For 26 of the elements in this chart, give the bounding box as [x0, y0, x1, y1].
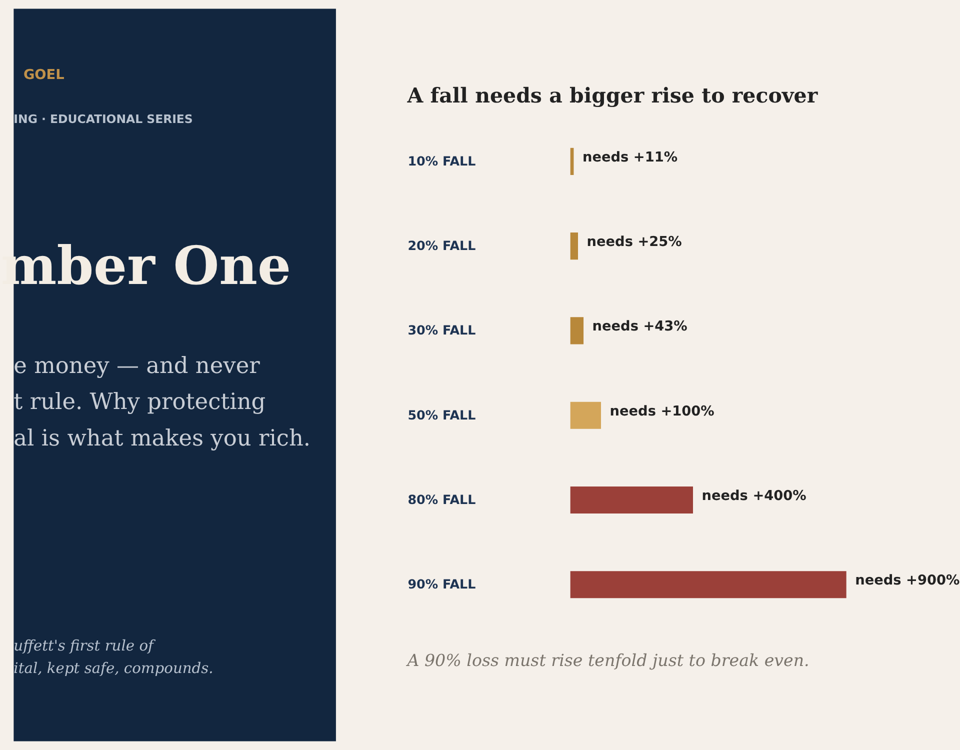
- bar: [570, 402, 601, 429]
- data-label: needs +25%: [586, 234, 682, 250]
- y-tick-label: 10% FALL: [408, 153, 476, 168]
- text: t rule. Why protecting: [14, 389, 266, 416]
- text: al is what makes you rich.: [14, 425, 311, 452]
- text: ING · EDUCATIONAL SERIES: [14, 112, 193, 126]
- y-tick-label: 50% FALL: [408, 407, 476, 422]
- data-label: needs +400%: [702, 488, 807, 504]
- text: e money — and never: [14, 353, 260, 380]
- bar: [570, 232, 578, 260]
- bar: [570, 571, 846, 598]
- chart-title: A fall needs a bigger rise to recover: [406, 84, 819, 108]
- text: A 90% loss must rise tenfold just to break even.: [405, 651, 810, 670]
- y-tick-label: 30% FALL: [408, 322, 476, 338]
- text: uffett's first rule of: [14, 637, 156, 654]
- data-label: needs +11%: [582, 149, 678, 166]
- y-tick-label: 80% FALL: [408, 492, 476, 507]
- y-tick-label: 90% FALL: [408, 576, 476, 592]
- text: ital, kept safe, compounds.: [14, 660, 214, 677]
- data-label: needs +43%: [592, 318, 688, 335]
- bar: [570, 317, 584, 344]
- bar: [570, 486, 693, 514]
- y-tick-label: 20% FALL: [408, 238, 476, 253]
- data-label: needs +100%: [610, 403, 715, 420]
- data-label: needs +900%: [855, 572, 960, 589]
- text: GOEL: [23, 67, 65, 84]
